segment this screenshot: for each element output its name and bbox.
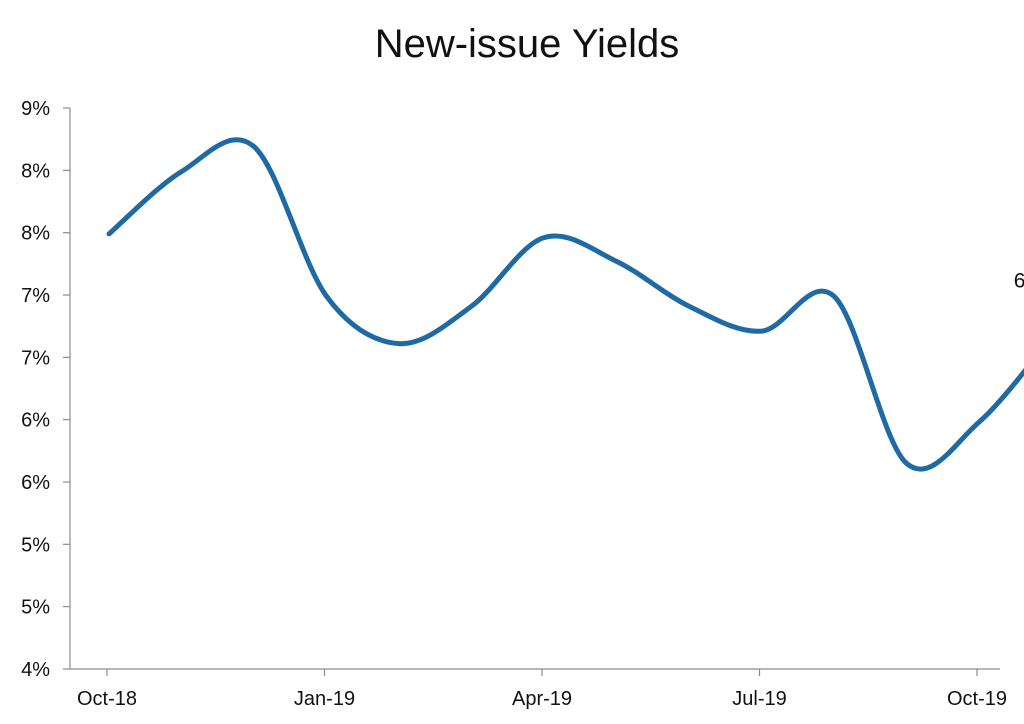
y-tick-label: 5% <box>21 534 50 556</box>
y-axis-ticks: 4% 5% 5% 6% 6% 7% 7% 8% 8% 9% <box>21 98 70 681</box>
y-tick-label: 7% <box>21 347 50 369</box>
y-tick-label: 7% <box>21 285 50 307</box>
x-axis-ticks: Oct-18 Jan-19 Apr-19 Jul-19 Oct-19 <box>77 669 1007 710</box>
data-label: 6.66% <box>1014 269 1024 292</box>
y-tick-label: 6% <box>21 472 50 494</box>
data-label-layer: 6.66% <box>1014 269 1024 292</box>
axes-group <box>69 108 1000 670</box>
x-tick-label: Apr-19 <box>512 688 572 710</box>
series-line <box>106 137 1024 472</box>
x-tick-label: Oct-19 <box>947 688 1007 710</box>
series-layer <box>106 137 1024 472</box>
y-tick-label: 9% <box>21 98 50 120</box>
y-tick-label: 5% <box>21 597 50 619</box>
x-tick-label: Jan-19 <box>294 688 355 710</box>
y-tick-label: 8% <box>21 223 50 245</box>
y-tick-label: 8% <box>21 160 50 182</box>
y-tick-label: 4% <box>21 659 50 681</box>
x-tick-label: Oct-18 <box>77 688 137 710</box>
y-tick-label: 6% <box>21 410 50 432</box>
x-tick-label: Jul-19 <box>732 688 786 710</box>
chart-title: New-issue Yields <box>375 22 680 66</box>
